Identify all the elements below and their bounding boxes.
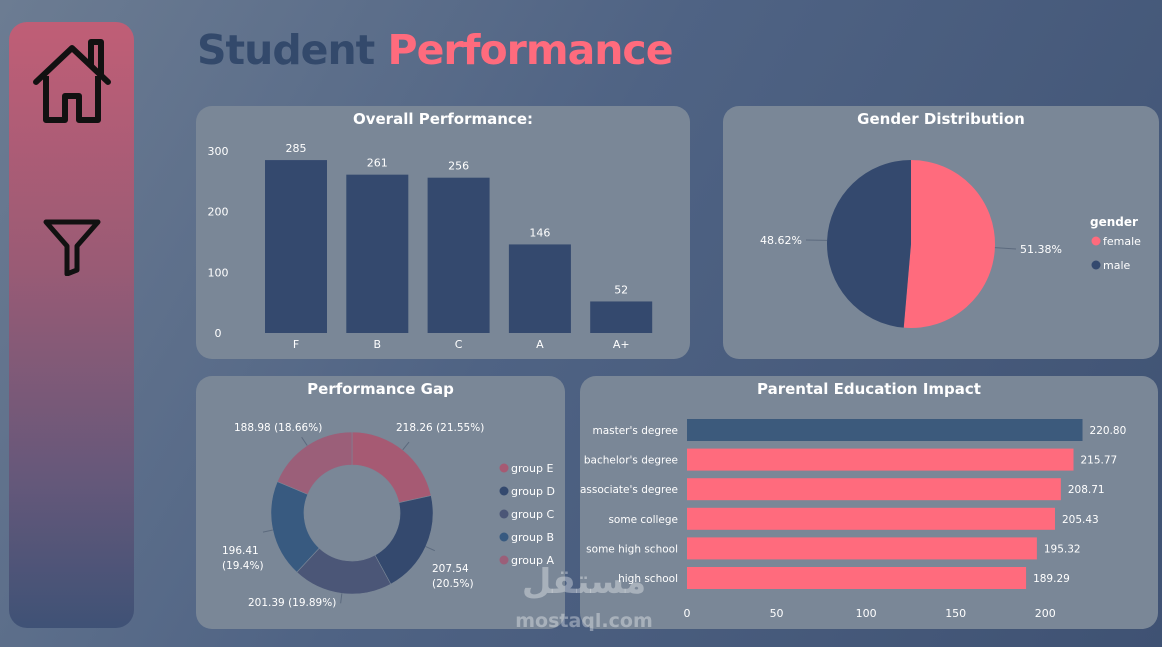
bar[interactable] bbox=[687, 478, 1061, 501]
bar[interactable] bbox=[346, 174, 409, 333]
card-title: Performance Gap bbox=[307, 380, 454, 398]
parental-education-card: Parental Education Impact master's degre… bbox=[580, 376, 1158, 629]
category-label: some college bbox=[608, 514, 678, 526]
data-label: 208.71 bbox=[1068, 484, 1105, 496]
data-label: 256 bbox=[448, 160, 469, 173]
leader-line bbox=[301, 436, 308, 446]
data-label: 205.43 bbox=[1062, 514, 1099, 526]
y-tick-label: 0 bbox=[215, 327, 222, 340]
legend-marker bbox=[499, 463, 509, 473]
card-title: Parental Education Impact bbox=[757, 380, 981, 398]
card-title: Overall Performance: bbox=[352, 110, 533, 128]
y-tick-label: 300 bbox=[208, 145, 229, 158]
legend-marker bbox=[499, 509, 509, 519]
filter-icon bbox=[43, 219, 100, 276]
donut-slice[interactable] bbox=[351, 431, 432, 504]
gender-distribution-card: Gender Distribution 51.38% 48.62% gender fe… bbox=[723, 106, 1159, 359]
slice-label: 196.41 bbox=[222, 545, 259, 557]
data-label: 195.32 bbox=[1044, 543, 1081, 555]
leader-line bbox=[340, 593, 343, 604]
leader-line bbox=[425, 546, 436, 552]
data-label: 146 bbox=[529, 226, 550, 239]
legend-marker bbox=[1091, 260, 1101, 270]
legend-marker bbox=[499, 555, 509, 565]
leader-line bbox=[402, 441, 410, 451]
page-title: Student Performance bbox=[197, 26, 674, 74]
legend-label[interactable]: group C bbox=[511, 508, 554, 521]
data-label: 220.80 bbox=[1090, 425, 1127, 437]
pie-slice[interactable] bbox=[903, 160, 995, 328]
gender-distribution-chart: 51.38% 48.62% gender female male bbox=[760, 160, 1141, 328]
leader-line bbox=[262, 529, 273, 533]
x-tick-label: C bbox=[455, 338, 463, 351]
x-tick-label: A+ bbox=[613, 338, 630, 351]
bar[interactable] bbox=[508, 244, 571, 333]
overall-performance-chart: 0 100 200 300 285 F 261 B 256 C 146 A 52 A+ bbox=[208, 142, 653, 351]
bar[interactable] bbox=[687, 507, 1055, 530]
data-label: 215.77 bbox=[1081, 455, 1118, 467]
legend-marker bbox=[499, 486, 509, 496]
sidebar bbox=[9, 22, 134, 628]
home-icon bbox=[32, 39, 111, 123]
legend-label[interactable]: group D bbox=[511, 485, 555, 498]
slice-label: (19.4%) bbox=[222, 560, 264, 572]
x-tick-label: 200 bbox=[1035, 607, 1056, 620]
category-label: high school bbox=[618, 573, 678, 585]
legend-label[interactable]: group E bbox=[511, 462, 553, 475]
watermark: مستقل mostaql.com bbox=[509, 562, 659, 636]
category-label: master's degree bbox=[592, 425, 678, 437]
y-tick-label: 200 bbox=[208, 206, 229, 219]
slice-label: 207.54 bbox=[432, 563, 469, 575]
bar[interactable] bbox=[590, 301, 653, 333]
legend-marker bbox=[499, 532, 509, 542]
data-label: 261 bbox=[367, 157, 388, 170]
bar[interactable] bbox=[687, 537, 1037, 560]
legend-label[interactable]: group B bbox=[511, 531, 554, 544]
leader-line bbox=[994, 247, 1017, 250]
pie-slice[interactable] bbox=[826, 160, 911, 328]
x-tick-label: 100 bbox=[856, 607, 877, 620]
data-label: 285 bbox=[286, 142, 307, 155]
slice-label: 201.39 (19.89%) bbox=[248, 597, 336, 609]
home-button[interactable] bbox=[9, 36, 134, 124]
performance-gap-chart: 218.26 (21.55%) 207.54 (20.5%) 201.39 (19.8… bbox=[222, 422, 555, 609]
filter-button[interactable] bbox=[9, 218, 134, 276]
slice-label: 48.62% bbox=[760, 234, 802, 247]
slice-label: 218.26 (21.55%) bbox=[396, 422, 484, 434]
data-label: 189.29 bbox=[1033, 573, 1070, 585]
legend-label[interactable]: female bbox=[1103, 235, 1141, 248]
y-tick-label: 100 bbox=[208, 266, 229, 279]
legend-title: gender bbox=[1090, 215, 1138, 229]
slice-label: 51.38% bbox=[1020, 243, 1062, 256]
category-label: bachelor's degree bbox=[584, 455, 678, 467]
performance-gap-card: Performance Gap 218.26 (21.55%) 207.54 (20… bbox=[196, 376, 565, 629]
x-tick-label: A bbox=[536, 338, 544, 351]
x-tick-label: 50 bbox=[770, 607, 784, 620]
x-tick-label: 150 bbox=[945, 607, 966, 620]
bar[interactable] bbox=[427, 177, 490, 333]
x-tick-label: B bbox=[374, 338, 382, 351]
bar[interactable] bbox=[687, 448, 1074, 471]
card-title: Gender Distribution bbox=[857, 110, 1025, 128]
parental-education-chart: master's degree 220.80 bachelor's degree 21… bbox=[580, 419, 1127, 620]
bar[interactable] bbox=[265, 160, 327, 333]
legend-label[interactable]: group A bbox=[511, 554, 554, 567]
bar[interactable] bbox=[687, 567, 1027, 589]
data-label: 52 bbox=[614, 283, 628, 296]
bar[interactable] bbox=[687, 419, 1083, 441]
category-label: associate's degree bbox=[580, 484, 678, 496]
legend-label[interactable]: male bbox=[1103, 259, 1131, 272]
x-tick-label: F bbox=[293, 338, 299, 351]
slice-label: 188.98 (18.66%) bbox=[234, 422, 322, 434]
category-label: some high school bbox=[586, 543, 678, 555]
donut-slice[interactable] bbox=[276, 431, 353, 495]
watermark-arabic: مستقل bbox=[521, 562, 647, 602]
overall-performance-card: Overall Performance: 0 100 200 300 285 F 261 B 2… bbox=[196, 106, 690, 359]
slice-label: (20.5%) bbox=[432, 578, 474, 590]
x-tick-label: 0 bbox=[684, 607, 691, 620]
watermark-latin: mostaql.com bbox=[515, 610, 653, 632]
legend-marker bbox=[1091, 236, 1101, 246]
